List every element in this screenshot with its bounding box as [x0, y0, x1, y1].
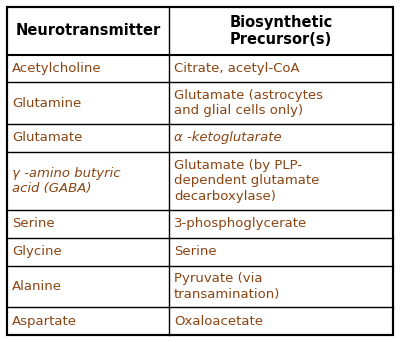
Text: Biosynthetic
Precursor(s): Biosynthetic Precursor(s)	[230, 15, 333, 47]
Text: Glutamate: Glutamate	[12, 131, 82, 144]
Text: Glutamate (astrocytes
and glial cells only): Glutamate (astrocytes and glial cells on…	[174, 89, 323, 117]
Text: Aspartate: Aspartate	[12, 315, 77, 328]
Text: α -ketoglutarate: α -ketoglutarate	[174, 131, 282, 144]
Text: Serine: Serine	[12, 218, 55, 231]
Text: γ -amino butyric
acid (GABA): γ -amino butyric acid (GABA)	[12, 167, 120, 195]
Text: Citrate, acetyl-CoA: Citrate, acetyl-CoA	[174, 62, 300, 75]
Text: Acetylcholine: Acetylcholine	[12, 62, 102, 75]
Text: Glutamate (by PLP-
dependent glutamate
decarboxylase): Glutamate (by PLP- dependent glutamate d…	[174, 159, 320, 203]
Text: 3-phosphoglycerate: 3-phosphoglycerate	[174, 218, 307, 231]
Text: Alanine: Alanine	[12, 280, 62, 293]
Text: Serine: Serine	[174, 245, 217, 258]
Text: Glutamine: Glutamine	[12, 97, 81, 110]
Text: Neurotransmitter: Neurotransmitter	[16, 23, 161, 38]
Text: Glycine: Glycine	[12, 245, 62, 258]
Text: Oxaloacetate: Oxaloacetate	[174, 315, 263, 328]
Text: Pyruvate (via
transamination): Pyruvate (via transamination)	[174, 272, 280, 301]
